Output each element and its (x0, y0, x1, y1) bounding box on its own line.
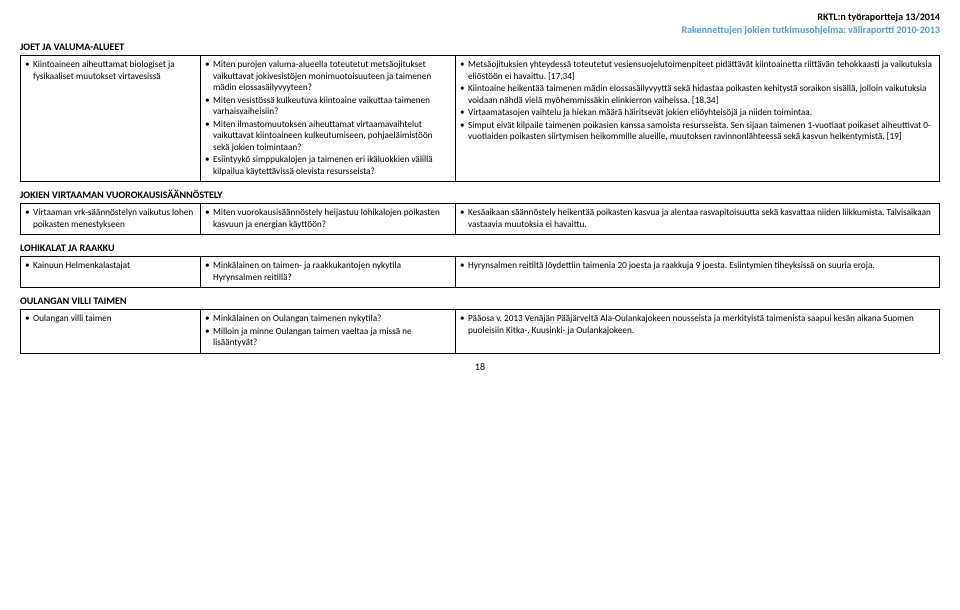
table-row: Virtaaman vrk-säännöstelyn vaikutus lohe… (21, 204, 940, 235)
cell-list: Minkälainen on taimen- ja raakkukantojen… (205, 260, 449, 283)
cell-list: Kainuun Helmenkalastajat (25, 260, 194, 272)
list-item: Kainuun Helmenkalastajat (25, 260, 194, 272)
cell-list: Kiintoaineen aiheuttamat biologiset ja f… (25, 59, 194, 82)
table-cell: Virtaaman vrk-säännöstelyn vaikutus lohe… (21, 204, 201, 235)
table-row: Oulangan villi taimen Minkälainen on Oula… (21, 310, 940, 354)
section-table: Virtaaman vrk-säännöstelyn vaikutus lohe… (20, 203, 940, 235)
table-cell: Hyrynsalmen reitiltä löydettiin taimenia… (456, 257, 940, 288)
list-item: Simput eivät kilpaile taimenen poikasien… (460, 120, 933, 143)
table-cell: Kesäaikaan säännöstely heikentää poikast… (456, 204, 940, 235)
list-item: Hyrynsalmen reitiltä löydettiin taimenia… (460, 260, 933, 272)
table-cell: Kiintoaineen aiheuttamat biologiset ja f… (21, 56, 201, 182)
list-item: Minkälainen on Oulangan taimenen nykytil… (205, 313, 449, 325)
list-item: Miten ilmastomuutoksen aiheuttamat virta… (205, 119, 449, 154)
section-table: Kiintoaineen aiheuttamat biologiset ja f… (20, 55, 940, 182)
section-title: LOHIKALAT JA RAAKKU (20, 241, 940, 254)
table-row: Kiintoaineen aiheuttamat biologiset ja f… (21, 56, 940, 182)
cell-list: Miten purojen valuma-alueella toteutetut… (205, 59, 449, 177)
cell-list: Oulangan villi taimen (25, 313, 194, 325)
table-cell: Pääosa v. 2013 Venäjän Pääjärveltä Ala-O… (456, 310, 940, 354)
list-item: Oulangan villi taimen (25, 313, 194, 325)
section-title: JOET JA VALUMA-ALUEET (20, 40, 940, 53)
header-report-id: RKTL:n työraportteja 13/2014 (20, 10, 940, 23)
cell-list: Metsäojituksien yhteydessä toteutetut ve… (460, 59, 933, 143)
list-item: Miten vesistössä kulkeutuva kiintoaine v… (205, 95, 449, 118)
cell-list: Kesäaikaan säännöstely heikentää poikast… (460, 207, 933, 230)
list-item: Metsäojituksien yhteydessä toteutetut ve… (460, 59, 933, 82)
table-cell: Miten vuorokausisäännöstely heijastuu lo… (201, 204, 456, 235)
cell-list: Minkälainen on Oulangan taimenen nykytil… (205, 313, 449, 349)
table-cell: Miten purojen valuma-alueella toteutetut… (201, 56, 456, 182)
cell-list: Miten vuorokausisäännöstely heijastuu lo… (205, 207, 449, 230)
section-table: Kainuun Helmenkalastajat Minkälainen on t… (20, 256, 940, 288)
table-cell: Kainuun Helmenkalastajat (21, 257, 201, 288)
table-cell: Minkälainen on Oulangan taimenen nykytil… (201, 310, 456, 354)
cell-list: Hyrynsalmen reitiltä löydettiin taimenia… (460, 260, 933, 272)
sections-container: JOET JA VALUMA-ALUEET Kiintoaineen aiheut… (20, 40, 940, 354)
section-title: OULANGAN VILLI TAIMEN (20, 294, 940, 307)
list-item: Kiintoaineen aiheuttamat biologiset ja f… (25, 59, 194, 82)
list-item: Milloin ja minne Oulangan taimen vaeltaa… (205, 326, 449, 349)
list-item: Kesäaikaan säännöstely heikentää poikast… (460, 207, 933, 230)
list-item: Minkälainen on taimen- ja raakkukantojen… (205, 260, 449, 283)
table-cell: Minkälainen on taimen- ja raakkukantojen… (201, 257, 456, 288)
list-item: Virtaaman vrk-säännöstelyn vaikutus lohe… (25, 207, 194, 230)
cell-list: Pääosa v. 2013 Venäjän Pääjärveltä Ala-O… (460, 313, 933, 336)
page-number: 18 (20, 360, 940, 373)
table-cell: Oulangan villi taimen (21, 310, 201, 354)
table-cell: Metsäojituksien yhteydessä toteutetut ve… (456, 56, 940, 182)
cell-list: Virtaaman vrk-säännöstelyn vaikutus lohe… (25, 207, 194, 230)
list-item: Pääosa v. 2013 Venäjän Pääjärveltä Ala-O… (460, 313, 933, 336)
header-program-title: Rakennettujen jokien tutkimusohjelma: vä… (20, 23, 940, 36)
list-item: Miten vuorokausisäännöstely heijastuu lo… (205, 207, 449, 230)
section-title: JOKIEN VIRTAAMAN VUOROKAUSISÄÄNNÖSTELY (20, 188, 940, 201)
list-item: Miten purojen valuma-alueella toteutetut… (205, 59, 449, 94)
list-item: Esiintyykö simppukalojen ja taimenen eri… (205, 154, 449, 177)
table-row: Kainuun Helmenkalastajat Minkälainen on t… (21, 257, 940, 288)
section-table: Oulangan villi taimen Minkälainen on Oula… (20, 309, 940, 354)
list-item: Virtaamatasojen vaihtelu ja hiekan määrä… (460, 107, 933, 119)
report-header: RKTL:n työraportteja 13/2014 Rakennettuj… (20, 10, 940, 36)
list-item: Kiintoaine heikentää taimenen mädin elos… (460, 83, 933, 106)
